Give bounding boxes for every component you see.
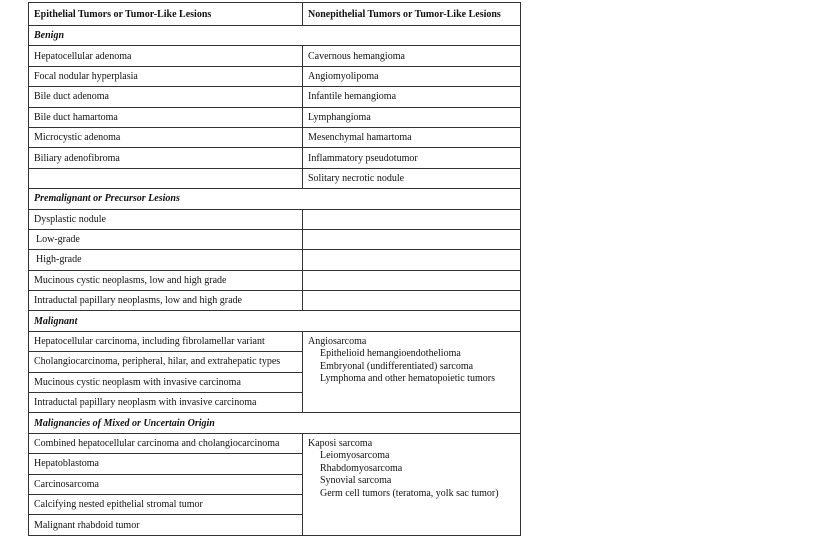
cell: Hepatocellular adenoma <box>28 45 303 67</box>
cell: Microcystic adenoma <box>28 126 303 149</box>
cell: Lymphangioma <box>302 106 521 128</box>
cell: Combined hepatocellular carcinoma and ch… <box>28 432 303 455</box>
cell-main: Kaposi sarcoma <box>308 437 373 449</box>
cell: Cholangiocarcinoma, peripheral, hilar, a… <box>28 351 303 373</box>
cell: Biliary adenofibroma <box>28 147 303 169</box>
liver-tumor-classification-table: Epithelial Tumors or Tumor-Like Lesions … <box>28 2 521 536</box>
table-row: Bile duct hamartoma Lymphangioma <box>28 106 521 128</box>
cell: Bile duct adenoma <box>28 86 303 108</box>
cell: Mucinous cystic neoplasm with invasive c… <box>28 371 303 394</box>
cell: Low-grade <box>28 228 303 251</box>
header-row: Epithelial Tumors or Tumor-Like Lesions … <box>28 2 521 26</box>
table-row: Low-grade <box>28 228 521 251</box>
cell-sub: Rhabdomyosarcoma <box>320 462 403 474</box>
cell-sub: Lymphoma and other hematopoietic tumors <box>320 373 495 385</box>
table-row: Mucinous cystic neoplasms, low and high … <box>28 269 521 292</box>
cell-sub: Germ cell tumors (teratoma, yolk sac tum… <box>320 487 499 499</box>
cell-sub: Leiomyosarcoma <box>320 450 390 462</box>
section-premalignant: Premalignant or Precursor Lesions <box>28 188 521 210</box>
cell: Solitary necrotic nodule <box>302 167 521 190</box>
section-benign: Benign <box>28 24 521 47</box>
cell-empty <box>302 290 521 312</box>
header-epithelial: Epithelial Tumors or Tumor-Like Lesions <box>28 2 303 26</box>
cell-mixed-nonepithelial: Kaposi sarcoma Leiomyosarcoma Rhabdomyos… <box>302 432 521 536</box>
cell: High-grade <box>28 249 303 271</box>
cell <box>28 167 303 190</box>
cell-empty <box>302 249 521 271</box>
cell-empty <box>302 208 521 230</box>
cell-empty <box>302 228 521 251</box>
cell: Hepatoblastoma <box>28 453 303 475</box>
header-nonepithelial: Nonepithelial Tumors or Tumor-Like Lesio… <box>302 2 521 26</box>
cell: Dysplastic nodule <box>28 208 303 230</box>
cell: Inflammatory pseudotumor <box>302 147 521 169</box>
cell: Hepatocellular carcinoma, including fibr… <box>28 330 303 353</box>
cell: Carcinosarcoma <box>28 473 303 495</box>
table-row: Hepatocellular adenoma Cavernous hemangio… <box>28 45 521 67</box>
cell: Mesenchymal hamartoma <box>302 126 521 149</box>
table-row: Malignant rhabdoid tumor <box>28 514 521 536</box>
cell: Focal nodular hyperplasia <box>28 65 303 88</box>
cell: Calcifying nested epithelial stromal tum… <box>28 493 303 516</box>
table-row: Dysplastic nodule <box>28 208 521 230</box>
cell-sub: Synovial sarcoma <box>320 475 392 487</box>
table-row: Solitary necrotic nodule <box>28 167 521 190</box>
table-row: Bile duct adenoma Infantile hemangioma <box>28 86 521 108</box>
table-row: Focal nodular hyperplasia Angiomyolipoma <box>28 65 521 88</box>
cell: Intraductal papillary neoplasm with inva… <box>28 392 303 414</box>
cell-main: Angiosarcoma <box>308 335 367 347</box>
table-row: Combined hepatocellular carcinoma and ch… <box>28 432 521 536</box>
table-row: Microcystic adenoma Mesenchymal hamartoma <box>28 126 521 149</box>
section-malignant: Malignant <box>28 310 521 332</box>
cell: Malignant rhabdoid tumor <box>28 514 303 536</box>
cell: Cavernous hemangioma <box>302 45 521 67</box>
cell: Mucinous cystic neoplasms, low and high … <box>28 269 303 292</box>
cell: Intraductal papillary neoplasms, low and… <box>28 290 303 312</box>
table-row: Intraductal papillary neoplasms, low and… <box>28 290 521 312</box>
cell: Angiomyolipoma <box>302 65 521 88</box>
cell-malignant-nonepithelial: Angiosarcoma Epithelioid hemangioendothe… <box>302 330 521 414</box>
cell: Infantile hemangioma <box>302 86 521 108</box>
cell: Bile duct hamartoma <box>28 106 303 128</box>
cell-empty <box>302 269 521 292</box>
table-row: High-grade <box>28 249 521 271</box>
table-row: Biliary adenofibroma Inflammatory pseudot… <box>28 147 521 169</box>
section-mixed: Malignancies of Mixed or Uncertain Origi… <box>28 412 521 434</box>
table-row: Hepatocellular carcinoma, including fibr… <box>28 330 521 414</box>
cell-sub: Epithelioid hemangioendothelioma <box>320 348 461 360</box>
cell-sub: Embryonal (undifferentiated) sarcoma <box>320 360 474 372</box>
